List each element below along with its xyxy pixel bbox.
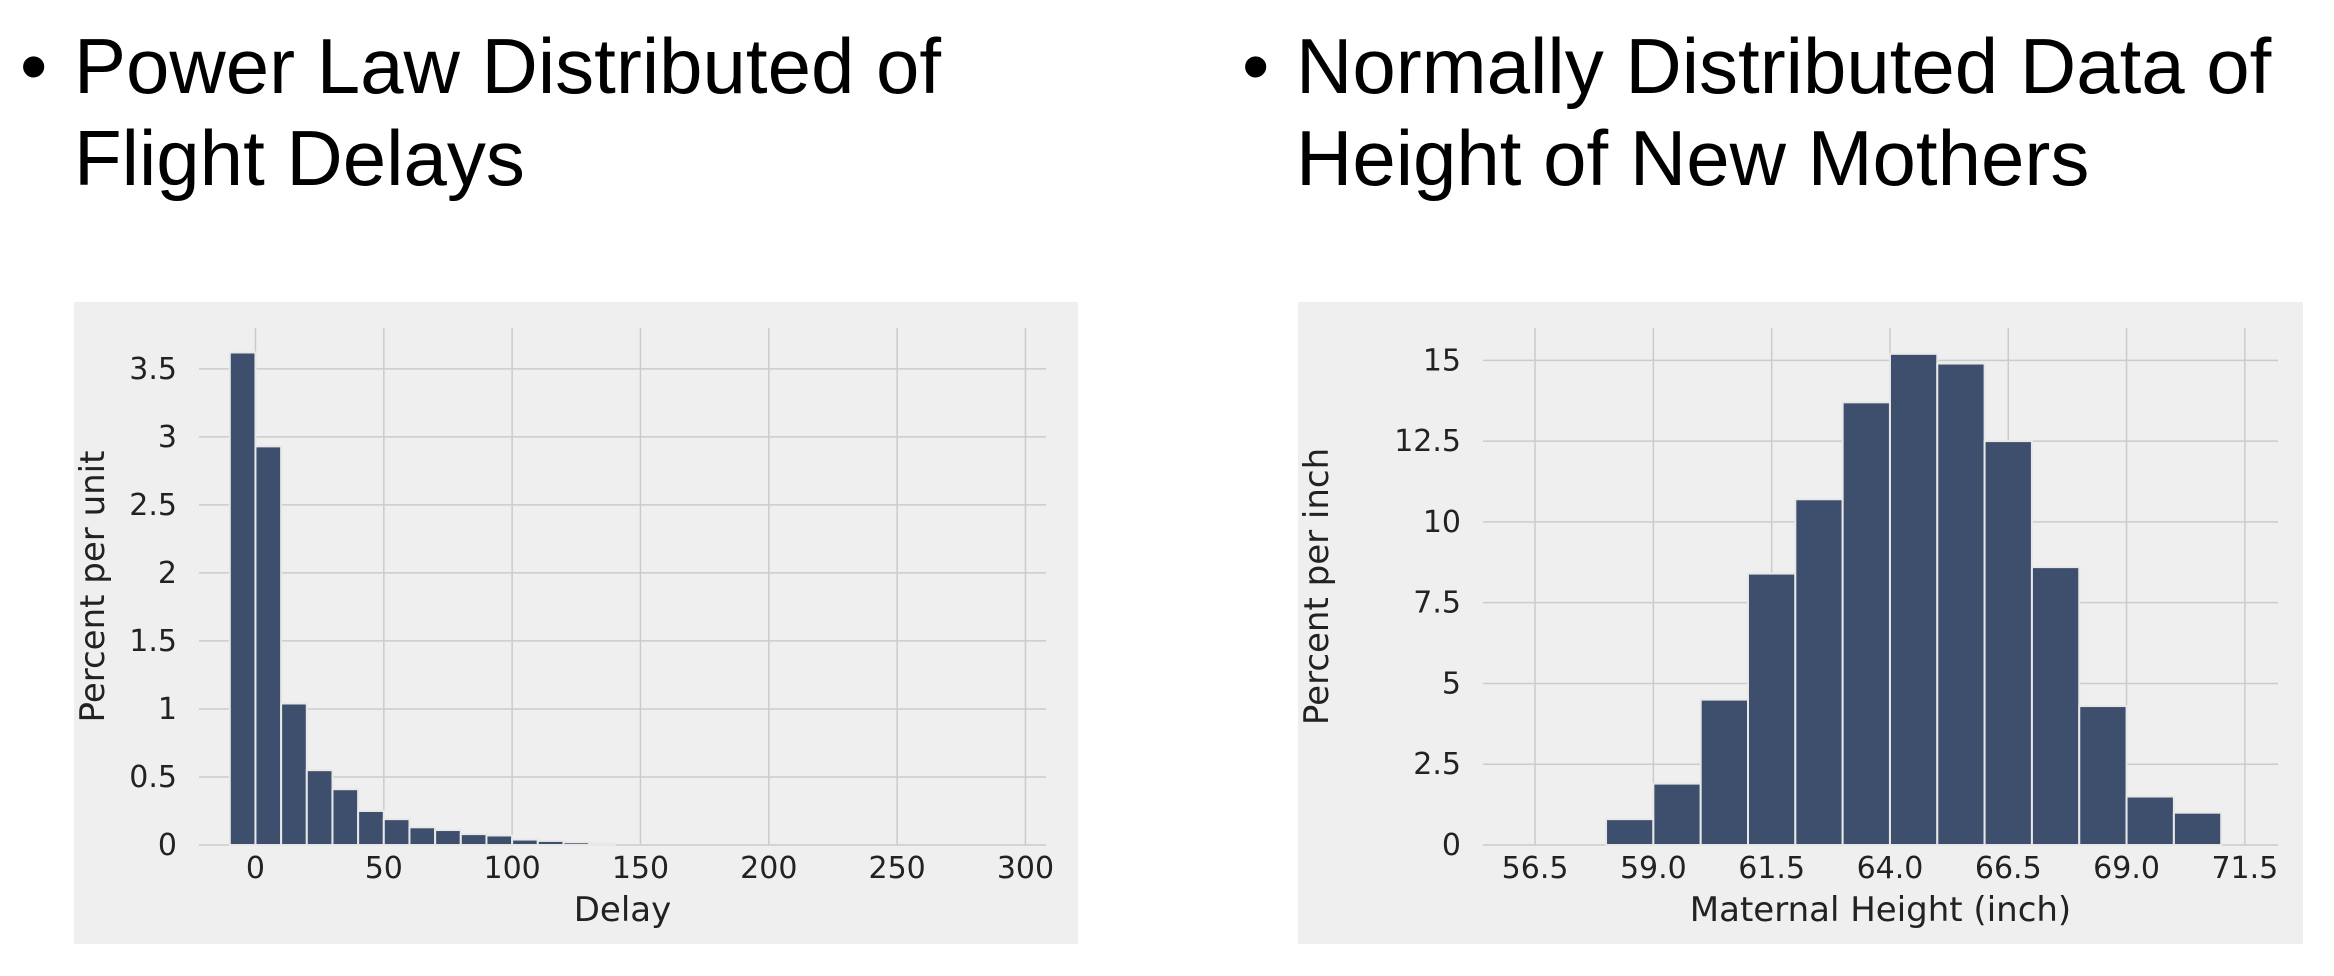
histogram-bar [254, 445, 283, 846]
y-tick-label: 0 [158, 828, 177, 863]
x-tick-label: 250 [869, 851, 926, 886]
histogram-bar [459, 833, 488, 846]
y-tick-label: 1 [158, 692, 177, 727]
histogram-bar [1841, 401, 1891, 846]
x-tick-label: 66.5 [1975, 851, 2042, 886]
bullet-glyph: • [20, 22, 48, 110]
histogram-bar [1652, 782, 1702, 847]
y-tick-label: 2.5 [129, 488, 177, 523]
x-tick-label: 71.5 [2211, 851, 2278, 886]
y-axis-label: Percent per inch [1298, 448, 1337, 725]
y-tick-label: 2.5 [1413, 747, 1461, 782]
histogram-bar [228, 351, 257, 847]
histogram-bar [2172, 811, 2223, 846]
x-tick-label: 61.5 [1738, 851, 1805, 886]
bullet-glyph: • [1242, 22, 1270, 110]
histogram-bar [562, 841, 591, 846]
histogram-bar [485, 834, 514, 847]
histogram-bar [588, 842, 616, 846]
histogram-bar [1936, 362, 1986, 846]
x-tick-label: 150 [612, 851, 669, 886]
x-tick-label: 69.0 [2093, 851, 2160, 886]
histogram-bar [1747, 572, 1797, 846]
histogram-bar [511, 838, 539, 847]
histogram-bar [2125, 795, 2175, 846]
y-tick-label: 12.5 [1394, 424, 1461, 459]
histogram-bar [2030, 566, 2081, 846]
histogram-bar [2078, 705, 2128, 846]
histogram-bar [1699, 698, 1749, 846]
histogram-bar [434, 829, 462, 847]
histogram-bar [305, 769, 334, 846]
heading-maternal-height: • Normally Distributed Data of Height of… [1242, 20, 2332, 204]
delay-histogram-panel: 0 50 100 150 200 250 300 0 0.5 1 1.5 2 2.5 3 3.5 Delay P… [74, 302, 1078, 944]
histogram-bar [382, 818, 411, 847]
histogram-bar [1983, 440, 2033, 846]
histogram-bar [536, 839, 565, 846]
height-histogram-panel: 56.5 59.0 61.5 64.0 66.5 69.0 71.5 0 2.5 5 7.5 10 12… [1298, 302, 2303, 944]
histogram-bar [408, 826, 437, 847]
x-tick-label: 0 [246, 851, 265, 886]
histogram-bar [1794, 498, 1844, 846]
histogram-bar [1605, 818, 1655, 847]
heading-line-2: Flight Delays [74, 114, 525, 202]
x-tick-label: 64.0 [1857, 851, 1924, 886]
x-tick-label: 50 [365, 851, 403, 886]
x-tick-label: 56.5 [1502, 851, 1569, 886]
y-tick-label: 7.5 [1413, 586, 1461, 621]
histogram-bar [1888, 352, 1939, 846]
y-tick-label: 5 [1442, 666, 1461, 701]
x-axis-label: Maternal Height (inch) [1690, 890, 2071, 930]
y-tick-label: 1.5 [129, 624, 177, 659]
histogram-bar [280, 702, 308, 846]
y-tick-label: 0.5 [129, 760, 177, 795]
x-tick-label: 100 [484, 851, 541, 886]
x-tick-label: 300 [997, 851, 1054, 886]
heading-line-1: Power Law Distributed of [74, 22, 942, 110]
height-histogram: 56.5 59.0 61.5 64.0 66.5 69.0 71.5 0 2.5 5 7.5 10 12… [1298, 328, 2278, 930]
y-tick-label: 3.5 [129, 352, 177, 387]
histogram-bar [331, 788, 360, 846]
y-tick-label: 15 [1423, 343, 1461, 378]
y-tick-label: 10 [1423, 505, 1461, 540]
heading-flight-delays: • Power Law Distributed of Flight Delays [20, 20, 1140, 204]
x-axis-label: Delay [574, 890, 672, 930]
histogram-bar [357, 809, 385, 847]
heading-line-1: Normally Distributed Data of [1296, 22, 2272, 110]
y-axis-label: Percent per unit [74, 451, 113, 723]
delay-histogram: 0 50 100 150 200 250 300 0 0.5 1 1.5 2 2.5 3 3.5 Delay P… [74, 328, 1054, 930]
x-tick-label: 59.0 [1620, 851, 1687, 886]
heading-line-2: Height of New Mothers [1296, 114, 2090, 202]
y-tick-label: 3 [158, 420, 177, 455]
y-tick-label: 0 [1442, 828, 1461, 863]
x-tick-label: 200 [740, 851, 797, 886]
y-tick-label: 2 [158, 556, 177, 591]
